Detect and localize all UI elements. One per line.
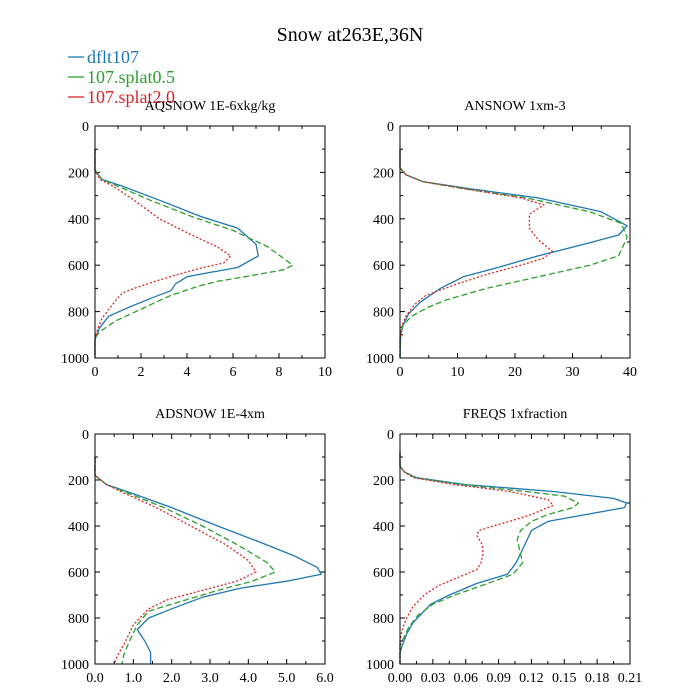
y-tick-label: 600 [373,259,394,274]
y-tick-label: 400 [68,213,89,228]
x-tick-label: 0.03 [421,671,446,686]
x-tick-label: 0.21 [618,671,643,686]
legend-entry-splat0.5: 107.splat0.5 [68,67,175,87]
x-tick-label: 0.00 [388,671,413,686]
y-tick-label: 0 [82,428,89,443]
y-tick-label: 400 [373,520,394,535]
figure-title: Snow at263E,36N [277,24,424,46]
panel-title-aqsnow: AQSNOW 1E-6xkg/kg [145,99,276,114]
series-line-107.splat2.0 [399,452,554,664]
x-tick-label: 0.06 [453,671,478,686]
x-tick-label: 4 [184,365,191,380]
y-tick-label: 600 [373,566,394,581]
x-tick-label: 2 [138,365,145,380]
series-line-dflt107 [94,457,322,664]
panel-title-ansnow: ANSNOW 1xm-3 [464,99,565,114]
plot-frame [94,433,326,665]
y-tick-label: 200 [373,474,394,489]
series-line-107.splat0.5 [94,149,294,358]
panel-title-freqs: FREQS 1xfraction [463,407,568,422]
x-tick-label: 0.15 [552,671,577,686]
legend-label-dflt107: dflt107 [87,47,139,67]
x-tick-label: 20 [508,365,522,380]
plot-frame [94,125,326,359]
x-tick-label: 10 [318,365,332,380]
panel-title-adsnow: ADSNOW 1E-4xm [155,407,265,422]
x-tick-label: 0 [397,365,404,380]
y-tick-label: 800 [373,612,394,627]
series-line-107.splat0.5 [94,457,276,665]
y-tick-label: 800 [373,306,394,321]
x-tick-label: 1.0 [125,671,143,686]
legend-label-splat2.0: 107.splat2.0 [87,87,175,107]
series-line-107.splat2.0 [94,457,257,665]
legend-entry-splat2.0: 107.splat2.0 [68,87,175,107]
series-line-107.splat0.5 [399,149,628,359]
y-tick-label: 600 [68,566,89,581]
y-tick-label: 1000 [61,658,89,673]
legend-label-splat0.5: 107.splat0.5 [87,67,175,87]
x-tick-label: 6.0 [316,671,334,686]
y-tick-label: 800 [68,612,89,627]
y-tick-label: 200 [68,474,89,489]
y-tick-label: 400 [373,213,394,228]
x-tick-label: 30 [566,365,580,380]
series-line-107.splat2.0 [94,149,232,358]
x-tick-label: 2.0 [163,671,181,686]
y-tick-label: 200 [373,166,394,181]
x-tick-label: 0.18 [585,671,610,686]
legend-entry-dflt107: dflt107 [68,47,139,67]
legend: dflt107 107.splat0.5 107.splat2.0 [68,47,175,107]
x-tick-label: 6 [230,365,237,380]
x-tick-label: 4.0 [240,671,258,686]
series-line-107.splat2.0 [399,149,554,358]
x-tick-label: 10 [451,365,465,380]
y-tick-label: 200 [68,166,89,181]
series-line-107.splat0.5 [399,452,580,664]
y-tick-label: 1000 [366,658,394,673]
y-tick-label: 0 [387,428,394,443]
plot-frame [399,433,631,665]
x-tick-label: 0.0 [86,671,104,686]
x-tick-label: 0 [92,365,99,380]
y-tick-label: 600 [68,259,89,274]
series-line-dflt107 [399,149,628,359]
plot-frame [399,125,631,359]
x-tick-label: 3.0 [201,671,219,686]
series-line-dflt107 [94,149,259,358]
x-tick-label: 0.09 [486,671,511,686]
y-tick-label: 0 [387,120,394,135]
x-tick-label: 0.12 [519,671,544,686]
series-line-dflt107 [399,452,628,664]
y-tick-label: 1000 [366,352,394,367]
y-tick-label: 800 [68,306,89,321]
y-tick-label: 1000 [61,352,89,367]
y-tick-label: 0 [82,120,89,135]
x-tick-label: 8 [276,365,283,380]
x-tick-label: 40 [623,365,637,380]
y-tick-label: 400 [68,520,89,535]
x-tick-label: 5.0 [278,671,296,686]
